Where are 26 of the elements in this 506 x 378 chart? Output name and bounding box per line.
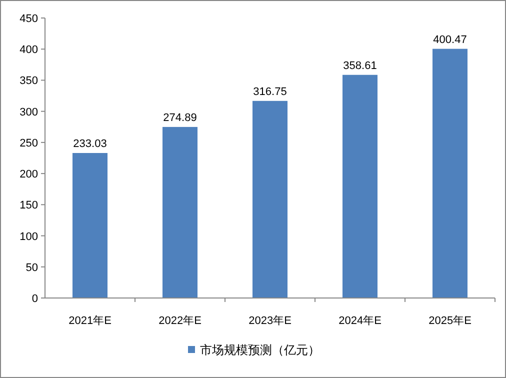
bar (162, 126, 198, 298)
bar (252, 100, 288, 298)
bar (72, 153, 108, 298)
x-tick-label: 2022年E (158, 315, 202, 327)
data-label: 400.47 (433, 34, 467, 46)
data-label: 316.75 (253, 86, 287, 98)
bar (432, 48, 468, 298)
x-tick-label: 2023年E (248, 315, 292, 327)
x-tick-label: 2025年E (428, 315, 472, 327)
legend-label: 市场规模预测（亿元） (200, 343, 320, 357)
y-tick-label: 400 (20, 44, 38, 56)
data-label: 274.89 (163, 112, 197, 124)
y-tick-label: 350 (20, 75, 38, 88)
data-label: 358.61 (343, 60, 377, 72)
y-tick-label: 0 (32, 293, 38, 305)
x-tick-label: 2024年E (338, 315, 382, 327)
y-tick-label: 150 (20, 200, 38, 212)
y-tick-label: 200 (20, 168, 38, 181)
y-tick-label: 250 (20, 137, 38, 150)
data-label: 233.03 (73, 138, 107, 150)
x-tick-label: 2021年E (68, 315, 112, 327)
y-tick-label: 50 (26, 262, 38, 274)
y-tick-label: 450 (20, 13, 38, 25)
y-tick-label: 100 (20, 230, 38, 243)
bar (342, 74, 378, 298)
y-tick-label: 300 (20, 106, 38, 118)
